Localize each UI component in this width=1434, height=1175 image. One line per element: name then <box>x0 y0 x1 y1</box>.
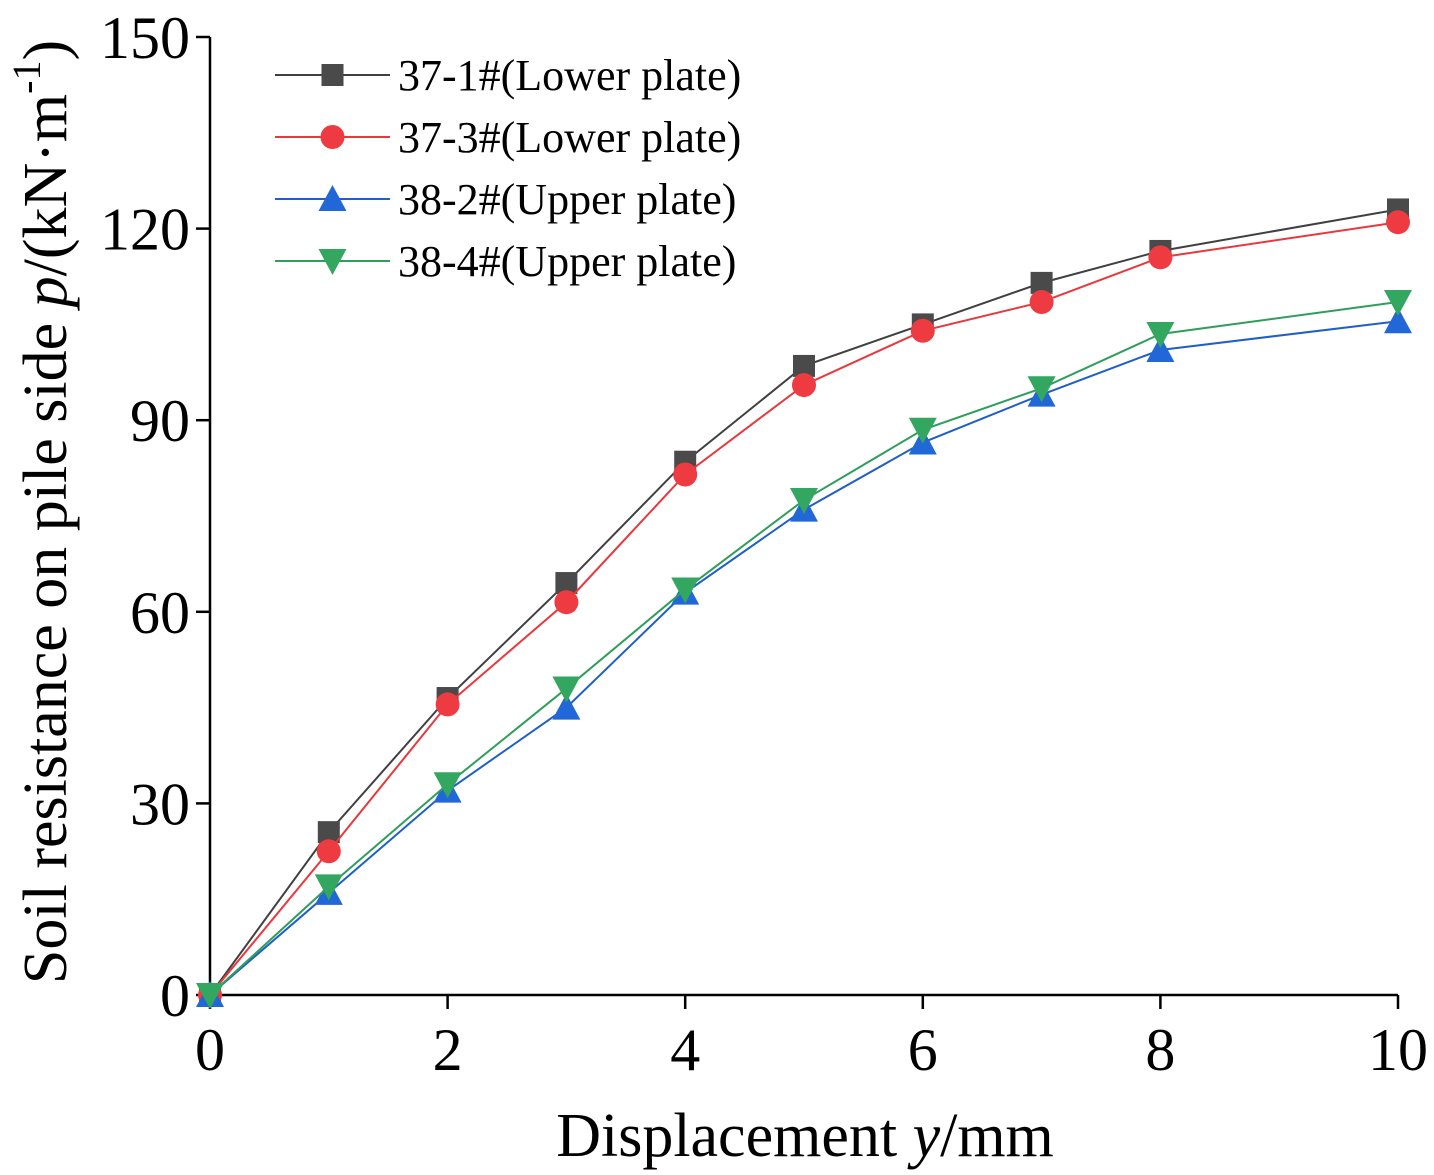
legend-entry: 38-4#(Upper plate) <box>275 237 736 286</box>
data-point <box>433 772 462 799</box>
axes: 0 30 60 90 120 150 0 2 4 6 8 10 <box>100 5 1428 1083</box>
data-point <box>1146 321 1175 348</box>
data-point <box>1384 307 1412 334</box>
data-point <box>673 462 698 487</box>
data-point <box>435 692 460 717</box>
series-layer <box>196 198 1412 1009</box>
y-tick-label: 30 <box>130 771 190 837</box>
y-tick-label: 60 <box>130 580 190 646</box>
series-line <box>209 221 1399 996</box>
data-point <box>1148 245 1173 270</box>
data-point <box>790 488 818 515</box>
data-point <box>792 373 816 398</box>
legend-label: 37-1#(Lower plate) <box>398 51 741 100</box>
legend: 37-1#(Lower plate) 37-3#(Lower plate) 38-2… <box>275 51 741 286</box>
data-point <box>1029 290 1054 315</box>
y-tick-label: 0 <box>160 963 190 1029</box>
y-tick-label: 150 <box>100 5 190 71</box>
legend-entry: 37-3#(Lower plate) <box>275 113 741 162</box>
data-point <box>317 821 340 844</box>
x-tick-label: 4 <box>670 1017 700 1083</box>
data-point <box>554 590 579 615</box>
x-tick-label: 10 <box>1368 1017 1428 1083</box>
y-tick-label: 120 <box>100 197 190 263</box>
data-point <box>908 417 937 444</box>
legend-label: 38-2#(Upper plate) <box>398 175 736 224</box>
data-point <box>910 318 935 343</box>
legend-marker <box>320 125 345 149</box>
data-point <box>552 676 581 703</box>
data-point <box>316 839 341 864</box>
y-tick-label: 90 <box>130 388 190 454</box>
series-1 <box>199 198 1409 1006</box>
series-line <box>209 208 1399 996</box>
x-tick-label: 0 <box>195 1017 225 1083</box>
data-point <box>793 354 815 377</box>
x-tick-label: 8 <box>1145 1017 1175 1083</box>
series-line <box>209 301 1399 996</box>
legend-marker <box>318 185 347 211</box>
data-point <box>196 983 224 1009</box>
legend-marker <box>321 64 344 86</box>
series-line <box>209 320 1399 996</box>
x-axis-label: Displacement y/mm <box>556 1102 1054 1170</box>
data-point <box>1384 290 1412 317</box>
data-point <box>1386 210 1410 235</box>
legend-label: 37-3#(Lower plate) <box>398 113 741 162</box>
legend-entry: 38-2#(Upper plate) <box>275 175 736 224</box>
data-point <box>1027 376 1056 403</box>
data-point <box>555 572 578 595</box>
data-point <box>552 693 581 720</box>
legend-entry: 37-1#(Lower plate) <box>275 51 741 100</box>
series-2 <box>198 210 1410 1007</box>
x-tick-label: 6 <box>908 1017 938 1083</box>
series-4 <box>196 290 1412 1009</box>
data-point <box>314 874 343 901</box>
data-point <box>1146 335 1175 362</box>
legend-label: 38-4#(Upper plate) <box>398 237 736 286</box>
data-point <box>1030 271 1053 294</box>
legend-marker <box>318 249 347 275</box>
data-point <box>671 577 700 604</box>
x-tick-label: 2 <box>433 1017 463 1083</box>
series-3 <box>196 307 1412 1007</box>
y-axis-label: Soil resistance on pile side p/(kN·m-1) <box>4 40 80 984</box>
